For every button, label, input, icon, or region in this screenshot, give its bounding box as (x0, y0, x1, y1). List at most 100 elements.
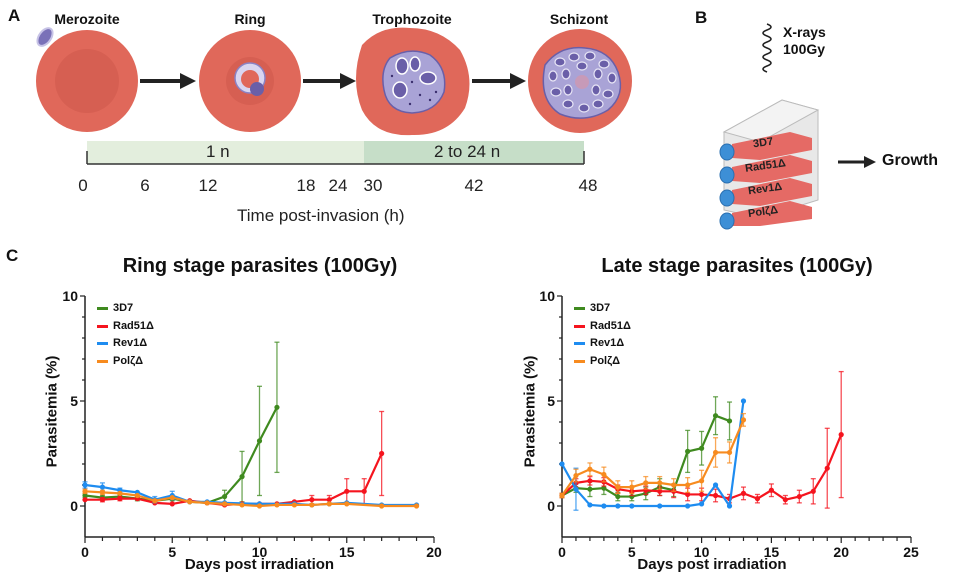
panel-a-letter: A (8, 6, 21, 25)
legend-item-polz: PolζΔ (97, 353, 154, 371)
data-point-Rev1 (629, 503, 635, 509)
data-point-Rad51 (782, 497, 788, 503)
time-tick: 42 (464, 176, 484, 195)
data-point-Polz (699, 478, 705, 484)
data-point-Polz (657, 480, 663, 486)
data-point-Rad51 (169, 501, 175, 507)
legend-item-rev1: Rev1Δ (574, 335, 631, 353)
legend-label: Rev1Δ (590, 337, 625, 349)
data-point-3D7 (685, 448, 691, 454)
data-point-Rad51 (768, 487, 775, 493)
data-point-Polz (344, 501, 350, 507)
data-point-Rad51 (657, 488, 663, 494)
stage-label-merozoite: Merozoite (54, 11, 120, 27)
xray-wave-icon (762, 23, 772, 73)
data-point-Rev1 (740, 398, 747, 404)
timeline-axis-label: Time post-invasion (h) (237, 206, 405, 225)
x-tick-label: 15 (764, 544, 780, 560)
merozoite-cell-icon (36, 27, 138, 132)
chart-title-ring: Ring stage parasites (100Gy) (122, 255, 398, 277)
data-point-Rad51 (361, 488, 367, 494)
x-tick-label: 10 (252, 544, 268, 560)
data-point-Rad51 (117, 496, 123, 502)
data-point-3D7 (239, 474, 245, 480)
data-point-Polz (601, 471, 607, 478)
legend-label: Rad51Δ (113, 319, 154, 332)
xray-label: X-rays 100Gy (783, 24, 826, 58)
growth-label: Growth (882, 152, 938, 169)
y-tick-label: 10 (539, 288, 555, 304)
data-point-3D7 (587, 486, 593, 492)
data-point-Rad51 (379, 450, 385, 457)
legend-ring: 3D7 Rad51Δ Rev1Δ PolζΔ (97, 300, 154, 370)
data-point-Polz (99, 489, 106, 495)
data-point-Rad51 (99, 497, 106, 503)
legend-swatch (574, 324, 585, 328)
legend-label: Rad51Δ (590, 319, 631, 332)
data-point-3D7 (222, 493, 228, 500)
data-point-Polz (239, 502, 245, 508)
data-point-Rev1 (559, 461, 565, 467)
x-tick-label: 25 (903, 544, 919, 560)
y-tick-label: 10 (62, 288, 78, 304)
legend-swatch (97, 324, 108, 328)
legend-label: 3D7 (590, 302, 611, 314)
data-point-Rev1 (601, 503, 607, 509)
data-point-Rad51 (685, 491, 691, 498)
data-point-Rev1 (82, 482, 88, 488)
legend-item-rad51: Rad51Δ (97, 318, 154, 336)
data-point-Polz (187, 499, 193, 505)
data-point-3D7 (82, 492, 88, 499)
data-point-Rad51 (699, 491, 705, 498)
data-point-3D7 (274, 404, 280, 410)
legend-label: Rev1Δ (113, 337, 148, 349)
arrow-icon (472, 73, 526, 89)
arrow-icon (303, 73, 356, 89)
timeline-segment-2-24n (364, 141, 584, 164)
data-point-Rev1 (712, 482, 719, 488)
legend-item-polz: PolζΔ (574, 353, 631, 371)
data-point-Rad51 (810, 488, 816, 494)
x-tick-label: 5 (628, 544, 636, 560)
legend-label: 3D7 (113, 302, 134, 314)
time-tick: 48 (578, 176, 598, 195)
trophozoite-cell-icon (356, 27, 470, 136)
y-tick-label: 0 (547, 498, 555, 514)
data-point-Polz (204, 500, 210, 506)
data-point-Polz (685, 482, 691, 488)
legend-item-rad51: Rad51Δ (574, 318, 631, 336)
series-line-Polz (84, 490, 417, 508)
data-point-Polz (559, 492, 565, 499)
time-tick: 30 (363, 176, 383, 195)
data-point-Rad51 (754, 496, 761, 502)
data-point-Polz (629, 484, 635, 490)
legend-swatch (97, 342, 108, 346)
data-point-Polz (379, 503, 385, 509)
xray-dose-label: 100Gy (783, 41, 826, 57)
stage-label-schizont: Schizont (549, 11, 609, 27)
data-point-Rev1 (99, 484, 106, 490)
data-point-Rev1 (657, 503, 663, 509)
data-point-Polz (671, 482, 677, 488)
data-point-Rad51 (796, 493, 802, 500)
data-point-Polz (169, 495, 175, 501)
data-point-Rev1 (699, 501, 705, 507)
data-point-Polz (643, 480, 649, 486)
legend-swatch (97, 307, 108, 311)
data-point-Polz (256, 503, 263, 509)
timeline-segment-1n (87, 141, 364, 164)
ring-cell-icon (199, 30, 301, 132)
arrow-icon (140, 73, 196, 89)
y-tick-label: 5 (547, 393, 555, 409)
data-point-Polz (326, 501, 332, 507)
data-point-Rev1 (573, 486, 579, 492)
data-point-Polz (222, 501, 228, 507)
legend-item-3d7: 3D7 (574, 300, 631, 318)
panel-b-letter: B (695, 8, 708, 27)
data-point-Polz (82, 488, 88, 494)
data-point-Polz (726, 449, 733, 456)
series-line-Rev1 (561, 400, 745, 508)
x-tick-label: 20 (833, 544, 849, 560)
stage-label-trophozoite: Trophozoite (372, 11, 452, 27)
